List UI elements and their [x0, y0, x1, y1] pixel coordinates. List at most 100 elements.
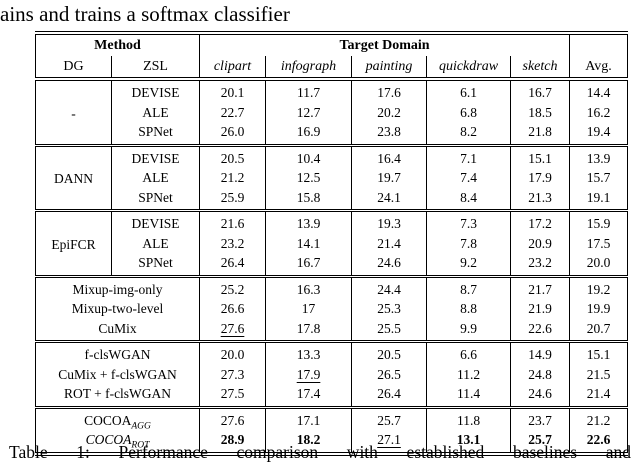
value-cell: 7.3 — [426, 209, 512, 234]
domain-column-header-sketch: sketch — [510, 56, 571, 81]
value-cell: 9.9 — [426, 318, 512, 342]
avg-value-cell: 22.6 — [569, 430, 629, 454]
table-row: DANN DEVISE 20.5 10.4 16.4 7.1 15.1 13.9 — [35, 143, 629, 211]
value-cell: 21.7 — [510, 274, 571, 299]
zsl-column-header: ZSL — [110, 56, 201, 81]
method-cell: ALE — [110, 102, 201, 122]
value-cell: 20.9 — [510, 233, 571, 253]
value-cell: 23.2 — [199, 233, 267, 253]
target-domain-header: Target Domain — [199, 33, 571, 56]
value-cell: 20.0 — [199, 340, 267, 365]
method-cell: Mixup-two-level — [34, 299, 201, 319]
value-cell: 10.4 — [265, 143, 353, 168]
dg-cell: EpiFCR — [35, 209, 112, 276]
avg-value-cell: 15.1 — [569, 340, 629, 365]
value-cell: 6.6 — [426, 340, 512, 365]
value-cell: 25.7 — [510, 430, 571, 454]
value-cell: 23.7 — [510, 405, 571, 430]
method-cell: DEVISE — [110, 143, 201, 168]
avg-value-cell: 14.4 — [569, 77, 629, 103]
value-cell: 17 — [265, 299, 353, 319]
method-cell: COCOAAGG — [34, 405, 201, 430]
method-cell: CuMix — [34, 318, 201, 342]
table-row: COCOAROT 28.9 18.2 27.1 13.1 25.7 22.6 — [34, 430, 629, 454]
avg-value-cell: 21.5 — [569, 364, 629, 384]
value-cell: 23.2 — [510, 253, 571, 276]
results-table: Method Target Domain DG ZSL clipart info… — [34, 31, 629, 456]
value-cell: 26.6 — [199, 299, 267, 319]
avg-value-cell: 21.4 — [569, 384, 629, 407]
value-cell: 6.1 — [426, 77, 512, 103]
method-cell: COCOAROT — [34, 430, 201, 454]
value-cell: 13.3 — [265, 340, 353, 365]
value-cell: 25.9 — [199, 187, 267, 211]
method-cell: ROT + f-clsWGAN — [34, 384, 201, 407]
value-cell: 27.6 — [199, 405, 267, 430]
avg-value-cell: 19.4 — [569, 122, 629, 145]
value-cell: 12.5 — [265, 168, 353, 188]
value-cell: 24.8 — [510, 364, 571, 384]
value-cell: 24.1 — [351, 187, 428, 211]
value-cell: 27.3 — [199, 364, 267, 384]
value-cell: 21.2 — [199, 168, 267, 188]
value-cell: 22.7 — [199, 102, 267, 122]
value-cell: 16.3 — [265, 274, 353, 299]
value-cell: 17.6 — [351, 77, 428, 103]
value-cell: 17.9 — [510, 168, 571, 188]
body-text-fragment: ains and trains a softmax classifier — [0, 2, 290, 26]
avg-value-cell: 20.7 — [569, 318, 629, 342]
value-cell: 11.2 — [426, 364, 512, 384]
table-row: SPNet 26.0 16.9 23.8 8.2 21.8 19.4 — [36, 122, 629, 145]
value-cell: 26.4 — [351, 384, 428, 407]
avg-value-cell: 20.0 — [569, 253, 629, 276]
value-cell: 21.6 — [199, 209, 267, 234]
avg-value-cell: 21.2 — [569, 405, 629, 430]
avg-header-spacer — [569, 33, 629, 56]
table-row: - DEVISE 20.1 11.7 17.6 6.1 16.7 14.4 — [35, 77, 629, 145]
value-cell: 20.2 — [351, 102, 428, 122]
table-caption: Table 1: Performance comparison with est… — [9, 442, 631, 462]
value-cell: 16.4 — [351, 143, 428, 168]
value-cell: 9.2 — [426, 253, 512, 276]
table-row: CuMix 27.6 17.8 25.5 9.9 22.6 20.7 — [34, 318, 629, 342]
value-cell: 22.6 — [510, 318, 571, 342]
avg-value-cell: 15.7 — [569, 168, 629, 188]
value-cell: 18.5 — [510, 102, 571, 122]
domain-column-header-clipart: clipart — [199, 56, 267, 81]
method-cell: f-clsWGAN — [34, 340, 201, 365]
method-cell: ALE — [110, 233, 201, 253]
value-cell: 7.8 — [426, 233, 512, 253]
method-header: Method — [34, 33, 201, 56]
value-cell: 8.7 — [426, 274, 512, 299]
method-cell: SPNet — [110, 187, 201, 211]
avg-value-cell: 13.9 — [569, 143, 629, 168]
table-row: ALE 22.7 12.7 20.2 6.8 18.5 16.2 — [36, 102, 629, 122]
table-row: ALE 23.2 14.1 21.4 7.8 20.9 17.5 — [36, 233, 629, 253]
value-cell: 21.9 — [510, 299, 571, 319]
dg-cell: DANN — [35, 143, 112, 211]
value-cell: 20.5 — [199, 143, 267, 168]
dg-column-header: DG — [35, 56, 112, 81]
table-row: CuMix + f-clsWGAN 27.3 17.9 26.5 11.2 24.8 21.… — [34, 364, 629, 384]
value-cell: 16.9 — [265, 122, 353, 145]
value-cell: 19.7 — [351, 168, 428, 188]
avg-value-cell: 19.1 — [569, 187, 629, 211]
table-header: Method Target Domain DG ZSL clipart info… — [34, 33, 629, 81]
method-cell: DEVISE — [110, 77, 201, 103]
value-cell: 8.8 — [426, 299, 512, 319]
table-row: SPNet 25.9 15.8 24.1 8.4 21.3 19.1 — [36, 187, 629, 211]
method-cell: CuMix + f-clsWGAN — [34, 364, 201, 384]
value-cell: 25.3 — [351, 299, 428, 319]
value-cell: 24.4 — [351, 274, 428, 299]
value-cell: 6.8 — [426, 102, 512, 122]
value-cell: 26.4 — [199, 253, 267, 276]
value-cell: 25.2 — [199, 274, 267, 299]
domain-column-header-infograph: infograph — [265, 56, 353, 81]
avg-value-cell: 15.9 — [569, 209, 629, 234]
value-cell: 27.6 — [199, 318, 267, 342]
value-cell: 21.3 — [510, 187, 571, 211]
avg-value-cell: 19.2 — [569, 274, 629, 299]
table-row: EpiFCR DEVISE 21.6 13.9 19.3 7.3 17.2 15.9 — [35, 209, 629, 276]
value-cell: 23.8 — [351, 122, 428, 145]
